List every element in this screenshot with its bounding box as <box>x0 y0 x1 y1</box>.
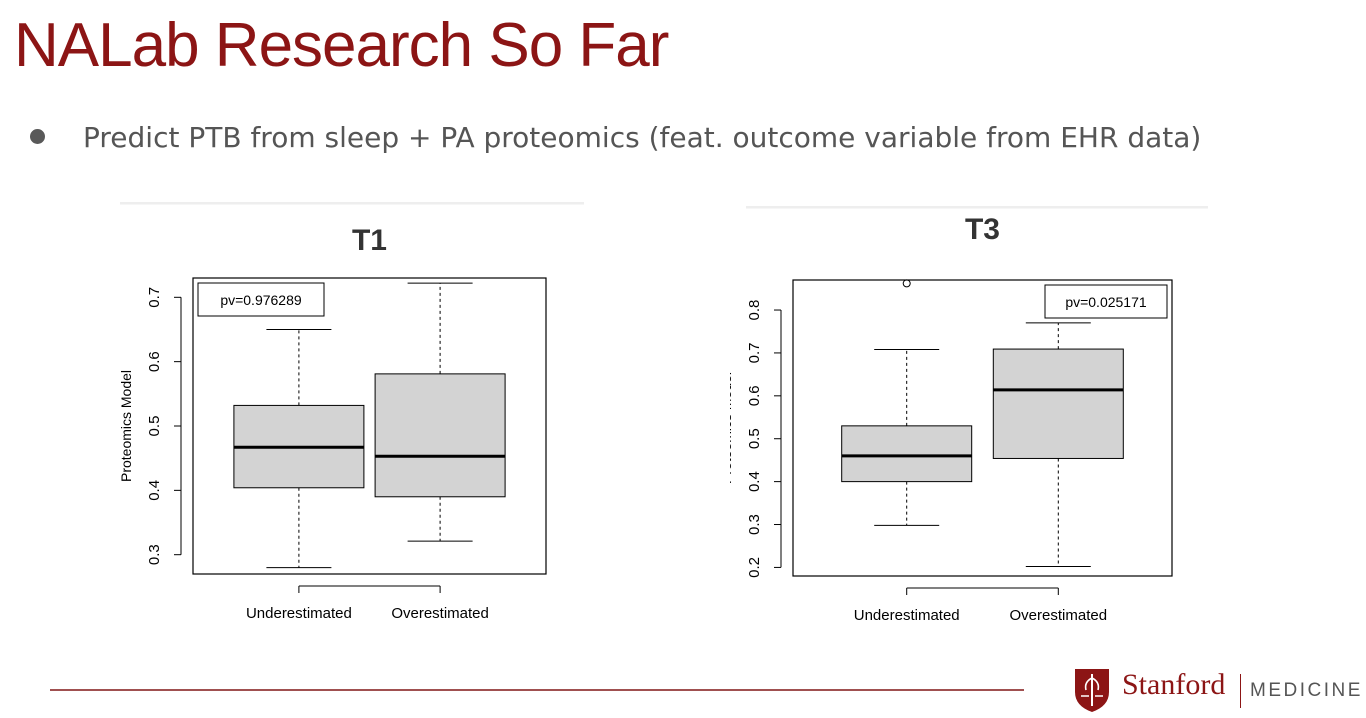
footer-divider <box>50 689 1024 691</box>
stanford-medicine-logo: Stanford MEDICINE <box>1072 662 1362 716</box>
box-t3-overestimated <box>992 348 1124 459</box>
y-tick-label-t1: 0.7 <box>146 287 163 308</box>
y-tick-label-t1: 0.6 <box>146 351 163 372</box>
stanford-seal-icon <box>1075 669 1109 712</box>
x-tick-label-t1: Underestimated <box>246 605 352 622</box>
pvalue-annotation-t3: pv=0.025171 <box>1065 294 1147 310</box>
box-t1-overestimated <box>374 373 506 498</box>
chart-title-t1: T1 <box>352 224 387 257</box>
plot-frame-t3 <box>792 279 1173 577</box>
bullet-item: Predict PTB from sleep + PA proteomics (… <box>30 118 1201 158</box>
y-axis-label-t3: Proteomics Model <box>730 372 734 484</box>
boxplot-t3-svg: T3 0.2 0.3 0.4 0.5 0.6 0.7 0.8 Proteomics Model U… <box>718 205 1208 624</box>
y-tick-label-t3: 0.4 <box>746 471 763 492</box>
bullet-text: Predict PTB from sleep + PA proteomics (… <box>83 121 1202 154</box>
logo-subtitle: MEDICINE <box>1250 680 1363 701</box>
y-tick-label-t1: 0.4 <box>146 480 163 501</box>
y-tick-label-t3: 0.5 <box>746 428 763 449</box>
y-tick-label-t3: 0.2 <box>746 557 763 578</box>
y-tick-label-t1: 0.5 <box>146 416 163 437</box>
slide-title: NALab Research So Far <box>14 11 669 80</box>
chart-title-t3: T3 <box>965 213 1000 246</box>
y-axis-label-t1: Proteomics Model <box>118 370 134 482</box>
plot-frame-t1 <box>192 277 547 575</box>
y-tick-label-t1: 0.3 <box>146 544 163 565</box>
y-tick-label-t3: 0.3 <box>746 514 763 535</box>
x-tick-label-t3: Overestimated <box>1010 607 1108 624</box>
y-tick-label-t3: 0.7 <box>746 342 763 363</box>
y-tick-label-t3: 0.6 <box>746 385 763 406</box>
boxplot-t1-svg: T1 0.3 0.4 0.5 0.6 0.7 Proteomics Model Underes… <box>118 201 584 622</box>
x-tick-label-t1: Overestimated <box>391 605 489 622</box>
y-tick-label-t3: 0.8 <box>746 300 763 321</box>
box-t3-underestimated <box>841 425 973 483</box>
x-tick-label-t3: Underestimated <box>854 607 960 624</box>
pvalue-legend-box-t3 <box>1044 284 1168 319</box>
boxplot-t3: T3 0.2 0.3 0.4 0.5 0.6 0.7 0.8 Proteomics Model U… <box>718 205 1210 626</box>
logo-wordmark: Stanford <box>1122 668 1226 701</box>
boxplot-t1: T1 0.3 0.4 0.5 0.6 0.7 Proteomics Model Underes… <box>100 201 584 632</box>
logo-separator <box>1240 674 1241 708</box>
pvalue-annotation-t1: pv=0.976289 <box>220 292 302 308</box>
pvalue-legend-box-t1 <box>197 282 325 317</box>
outlier-point-t3 <box>902 279 911 288</box>
bullet-dot-icon <box>30 128 45 144</box>
